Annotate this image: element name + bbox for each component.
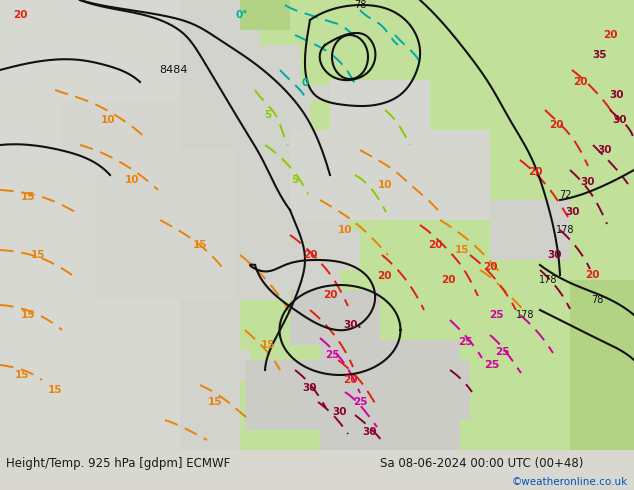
Text: 178: 178: [539, 275, 557, 285]
Text: 20: 20: [441, 275, 455, 285]
Text: 25: 25: [458, 337, 472, 347]
Text: 0: 0: [301, 78, 309, 88]
Text: Sa 08-06-2024 00:00 UTC (00+48): Sa 08-06-2024 00:00 UTC (00+48): [380, 458, 584, 470]
Text: ©weatheronline.co.uk: ©weatheronline.co.uk: [512, 477, 628, 487]
Text: 72: 72: [559, 190, 571, 200]
Text: 35: 35: [593, 50, 607, 60]
Text: 30: 30: [566, 207, 580, 217]
Text: 30: 30: [303, 383, 317, 393]
Text: 15: 15: [15, 370, 29, 380]
Text: 25: 25: [325, 350, 339, 360]
Text: 15: 15: [261, 340, 275, 350]
Text: 20: 20: [549, 120, 563, 130]
Text: 15: 15: [455, 245, 469, 255]
Text: 15: 15: [208, 397, 223, 407]
Text: 15: 15: [31, 250, 45, 260]
Text: 25: 25: [489, 310, 503, 320]
Text: 20: 20: [428, 240, 443, 250]
Text: 20: 20: [603, 30, 618, 40]
Text: 20: 20: [585, 270, 599, 280]
Text: 15: 15: [193, 240, 207, 250]
Text: 8484: 8484: [158, 65, 187, 75]
Text: 20: 20: [303, 250, 317, 260]
Text: 5: 5: [264, 110, 271, 120]
Text: 30: 30: [598, 145, 612, 155]
Text: 20: 20: [482, 262, 497, 272]
Text: 30: 30: [610, 90, 624, 100]
Text: 78: 78: [591, 295, 603, 305]
Text: 30: 30: [581, 177, 595, 187]
Text: 30: 30: [548, 250, 562, 260]
Text: 0°: 0°: [236, 10, 248, 20]
Text: 78: 78: [354, 0, 366, 10]
Text: 30.: 30.: [344, 320, 362, 330]
Text: 20: 20: [323, 290, 337, 300]
Text: 20: 20: [527, 167, 542, 177]
Text: 5: 5: [292, 175, 299, 185]
Text: Height/Temp. 925 hPa [gdpm] ECMWF: Height/Temp. 925 hPa [gdpm] ECMWF: [6, 458, 231, 470]
Text: 15: 15: [21, 310, 36, 320]
Text: 10: 10: [378, 180, 392, 190]
Text: 20: 20: [13, 10, 27, 20]
Text: 10: 10: [125, 175, 139, 185]
Text: 20: 20: [343, 375, 357, 385]
Text: 20: 20: [573, 77, 587, 87]
Text: 15: 15: [48, 385, 62, 395]
Text: 10: 10: [338, 225, 353, 235]
Text: 30: 30: [612, 115, 627, 125]
Text: 20: 20: [377, 271, 391, 281]
Text: 178: 178: [556, 225, 574, 235]
Text: 178: 178: [515, 310, 534, 320]
Text: 25: 25: [495, 347, 509, 357]
Text: 25: 25: [484, 360, 500, 370]
Text: 10: 10: [101, 115, 115, 125]
Text: 30: 30: [363, 427, 377, 437]
Text: 15: 15: [21, 192, 36, 202]
Text: 25: 25: [353, 397, 367, 407]
Text: 30: 30: [333, 407, 347, 417]
